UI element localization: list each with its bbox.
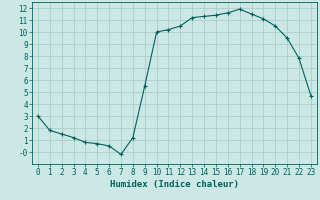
X-axis label: Humidex (Indice chaleur): Humidex (Indice chaleur) [110, 180, 239, 189]
